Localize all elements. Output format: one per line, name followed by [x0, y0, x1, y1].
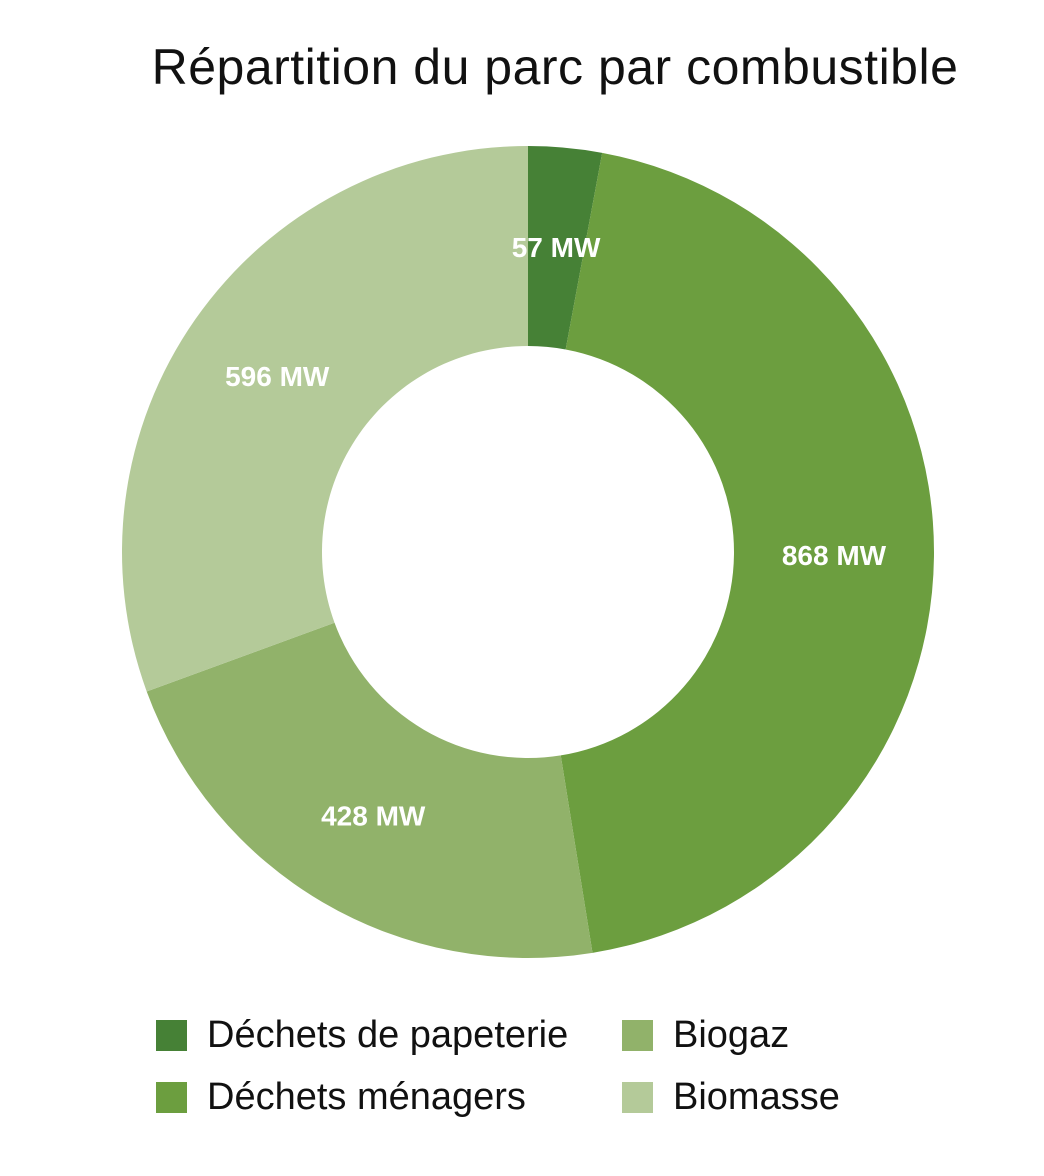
legend-swatch	[622, 1019, 653, 1051]
donut-slice-biomasse	[121, 146, 528, 692]
data-label: 596 MW	[225, 361, 330, 392]
donut-slice-biogaz	[146, 622, 593, 958]
chart-legend: Déchets de papeterie Biogaz Déchets ména…	[156, 1010, 916, 1130]
data-label: 428 MW	[321, 800, 426, 831]
legend-item-dechets-de-papeterie: Déchets de papeterie	[156, 1010, 568, 1060]
legend-label: Déchets ménagers	[207, 1075, 526, 1118]
legend-label: Biomasse	[673, 1075, 840, 1118]
legend-swatch	[156, 1019, 187, 1051]
donut-slice-dechets-menagers	[560, 152, 934, 953]
data-label: 57 MW	[512, 232, 601, 263]
legend-label: Biogaz	[673, 1013, 790, 1056]
legend-swatch	[156, 1081, 187, 1113]
legend-label: Déchets de papeterie	[207, 1013, 569, 1056]
data-label: 868 MW	[782, 540, 887, 571]
chart-title: Répartition du parc par combustible	[151, 39, 959, 95]
legend-item-biogaz: Biogaz	[622, 1010, 789, 1060]
donut-slice-dechets-de-papeterie	[528, 146, 603, 350]
legend-item-dechets-menagers: Déchets ménagers	[156, 1072, 526, 1122]
legend-item-biomasse: Biomasse	[622, 1072, 840, 1122]
legend-swatch	[622, 1081, 653, 1113]
